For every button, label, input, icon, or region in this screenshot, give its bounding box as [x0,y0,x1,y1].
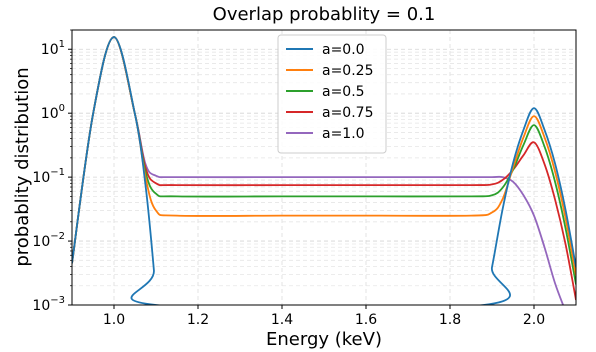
y-tick-label: 100 [41,103,65,122]
x-axis-label: Energy (keV) [266,329,382,350]
y-tick-label: 10−1 [32,167,65,186]
series-line-a=0.0 [72,36,576,305]
legend-entry: a=0.25 [322,63,373,79]
y-tick-label: 101 [41,39,65,58]
y-tick-base: 10 [32,298,50,314]
y-tick-exponent: −3 [50,295,65,306]
legend-entry: a=0.0 [322,42,365,58]
legend-entry: a=0.5 [322,84,365,100]
x-tick-label: 1.2 [187,312,209,328]
y-tick-base: 10 [32,170,50,186]
y-tick-exponent: 1 [59,39,65,50]
y-tick-label: 10−3 [32,295,65,314]
x-tick-label: 1.4 [271,312,293,328]
y-tick-base: 10 [41,42,59,58]
y-tick-base: 10 [32,234,50,250]
y-tick-label: 10−2 [32,231,65,250]
y-axis-label: probablity distribution [12,67,33,266]
legend-entry: a=0.75 [322,105,373,121]
plot-frame [71,29,577,306]
legend: a=0.0 a=0.25 a=0.5 a=0.75 a=1.0 [277,34,387,154]
y-tick-exponent: −1 [50,167,65,178]
x-tick-label: 1.8 [439,312,461,328]
x-tick-label: 2.0 [523,312,545,328]
legend-entry: a=1.0 [322,126,365,142]
legend-box [277,34,387,154]
x-tick-label: 1.0 [103,312,125,328]
x-tick-label: 1.6 [355,312,377,328]
y-tick-base: 10 [41,106,59,122]
y-tick-exponent: −2 [50,231,65,242]
y-tick-exponent: 0 [59,103,65,114]
series-layer [72,36,576,305]
chart-title: Overlap probablity = 0.1 [213,4,436,25]
